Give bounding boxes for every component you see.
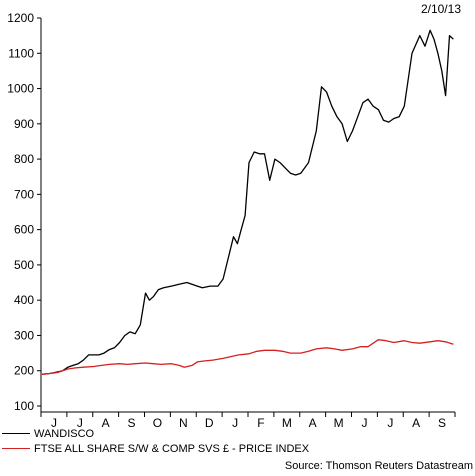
y-tick-label: 800 — [14, 152, 34, 166]
x-tick-label: J — [77, 416, 83, 430]
x-tick-label: J — [232, 416, 238, 430]
date-label: 2/10/13 — [420, 2, 461, 16]
y-tick-label: 500 — [14, 258, 34, 272]
legend-swatch-black — [2, 433, 30, 434]
x-tick-label: J — [387, 416, 393, 430]
legend-label-wandisco: WANDISCO — [34, 427, 95, 440]
legend-item-ftse: FTSE ALL SHARE S/W & COMP SVS £ - PRICE … — [2, 441, 309, 456]
series-line-ftse — [41, 339, 454, 375]
x-tick-label: N — [179, 416, 188, 430]
x-tick-label: S — [438, 416, 446, 430]
series-line-wandisco — [41, 29, 454, 375]
y-tick-label: 200 — [14, 364, 34, 378]
y-tick-label: 100 — [14, 399, 34, 413]
x-tick-label: A — [412, 416, 420, 430]
x-tick-label: J — [51, 416, 57, 430]
y-tick-label: 700 — [14, 187, 34, 201]
legend-label-ftse: FTSE ALL SHARE S/W & COMP SVS £ - PRICE … — [34, 442, 310, 455]
x-tick-label: O — [153, 416, 162, 430]
y-tick-label: 1200 — [7, 11, 34, 25]
legend: WANDISCO FTSE ALL SHARE S/W & COMP SVS £… — [2, 426, 309, 456]
x-tick-label: F — [257, 416, 264, 430]
legend-item-wandisco: WANDISCO — [2, 426, 309, 441]
y-tick-label: 400 — [14, 293, 34, 307]
x-tick-label: M — [282, 416, 292, 430]
series-layer — [41, 29, 454, 375]
x-tick-label: S — [128, 416, 136, 430]
x-tick-label: M — [334, 416, 344, 430]
source-note: Source: Thomson Reuters Datastream — [284, 460, 473, 472]
y-tick-label: 1000 — [7, 82, 34, 96]
x-tick-label: A — [102, 416, 110, 430]
y-tick-label: 900 — [14, 117, 34, 131]
y-axis: 100 200 300 400 500 600 700 800 900 1000 1100 1200 — [7, 11, 42, 413]
y-tick-label: 600 — [14, 223, 34, 237]
y-tick-label: 300 — [14, 328, 34, 342]
x-tick-label: D — [205, 416, 214, 430]
x-tick-label: A — [309, 416, 317, 430]
y-tick-label: 1100 — [8, 46, 34, 60]
legend-swatch-red — [2, 448, 30, 449]
x-tick-label: J — [361, 416, 367, 430]
